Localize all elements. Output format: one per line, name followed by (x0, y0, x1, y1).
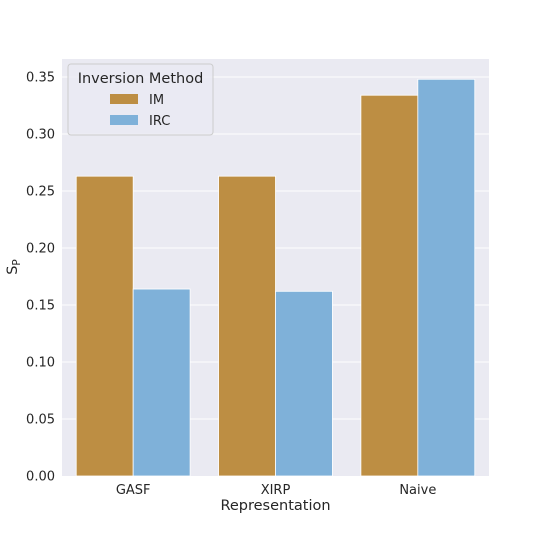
x-tick-label: Naive (399, 483, 436, 498)
svg-text:SP: SP (5, 259, 23, 275)
y-tick-label: 0.35 (26, 71, 55, 86)
y-tick-label: 0.20 (26, 242, 55, 257)
x-tick-label: XIRP (261, 483, 291, 498)
legend-swatch-irc (110, 115, 138, 125)
legend-label-irc: IRC (149, 114, 170, 129)
bar-irc-xirp (275, 290, 333, 477)
bar-im-xirp (218, 175, 276, 477)
y-tick-label: 0.30 (26, 128, 55, 143)
bar-irc-naive (417, 78, 476, 477)
legend-label-im: IM (149, 93, 164, 108)
bars (75, 78, 476, 477)
y-tick-label: 0.05 (26, 413, 55, 428)
legend-box (67, 63, 214, 136)
x-axis-title: Representation (220, 498, 330, 514)
y-tick-label: 0.15 (26, 299, 55, 314)
x-tick-labels: GASF XIRP Naive (116, 483, 437, 498)
legend-title: Inversion Method (78, 71, 204, 87)
y-tick-label: 0.10 (26, 356, 55, 371)
legend: Inversion Method IM IRC (67, 63, 214, 136)
y-tick-label: 0.25 (26, 185, 55, 200)
bar-im-gasf (75, 175, 134, 477)
bar-im-naive (360, 94, 419, 477)
x-tick-label: GASF (116, 483, 151, 498)
legend-swatch-im (110, 94, 138, 104)
y-tick-labels: 0.00 0.05 0.10 0.15 0.20 0.25 0.30 0.35 (26, 71, 55, 485)
y-tick-label: 0.00 (26, 470, 55, 485)
y-axis-title: SP (5, 259, 23, 275)
bar-irc-gasf (132, 288, 191, 477)
